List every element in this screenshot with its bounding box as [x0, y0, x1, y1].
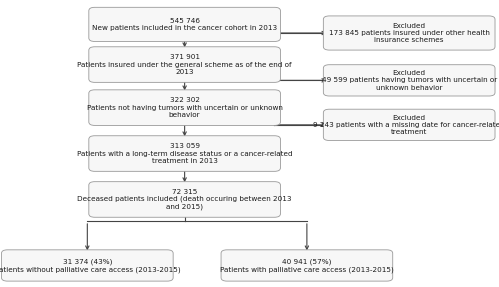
Text: 371 901
Patients insured under the general scheme as of the end of
2013: 371 901 Patients insured under the gener… [77, 54, 292, 75]
Text: 31 374 (43%)
Patients without palliative care access (2013-2015): 31 374 (43%) Patients without palliative… [0, 258, 180, 273]
FancyBboxPatch shape [89, 136, 280, 171]
Text: 313 059
Patients with a long-term disease status or a cancer-related
treatment i: 313 059 Patients with a long-term diseas… [77, 143, 292, 164]
Text: Excluded
173 845 patients insured under other health
insurance schemes: Excluded 173 845 patients insured under … [329, 23, 490, 43]
FancyBboxPatch shape [323, 16, 495, 50]
Text: 322 302
Patients not having tumors with uncertain or unknown
behavior: 322 302 Patients not having tumors with … [87, 97, 282, 118]
FancyBboxPatch shape [89, 90, 280, 125]
FancyBboxPatch shape [89, 182, 280, 217]
Text: Excluded
49 599 patients having tumors with uncertain or
unknown behavior: Excluded 49 599 patients having tumors w… [321, 70, 497, 91]
FancyBboxPatch shape [1, 250, 173, 281]
FancyBboxPatch shape [89, 47, 280, 82]
Text: 545 746
New patients included in the cancer cohort in 2013: 545 746 New patients included in the can… [92, 18, 277, 31]
Text: 72 315
Deceased patients included (death occuring between 2013
and 2015): 72 315 Deceased patients included (death… [77, 189, 292, 210]
Text: 40 941 (57%)
Patients with palliative care access (2013-2015): 40 941 (57%) Patients with palliative ca… [220, 258, 394, 273]
FancyBboxPatch shape [323, 109, 495, 141]
FancyBboxPatch shape [323, 65, 495, 96]
FancyBboxPatch shape [89, 7, 280, 41]
FancyBboxPatch shape [221, 250, 393, 281]
Text: Excluded
9 243 patients with a missing date for cancer-related
treatment: Excluded 9 243 patients with a missing d… [313, 115, 499, 135]
